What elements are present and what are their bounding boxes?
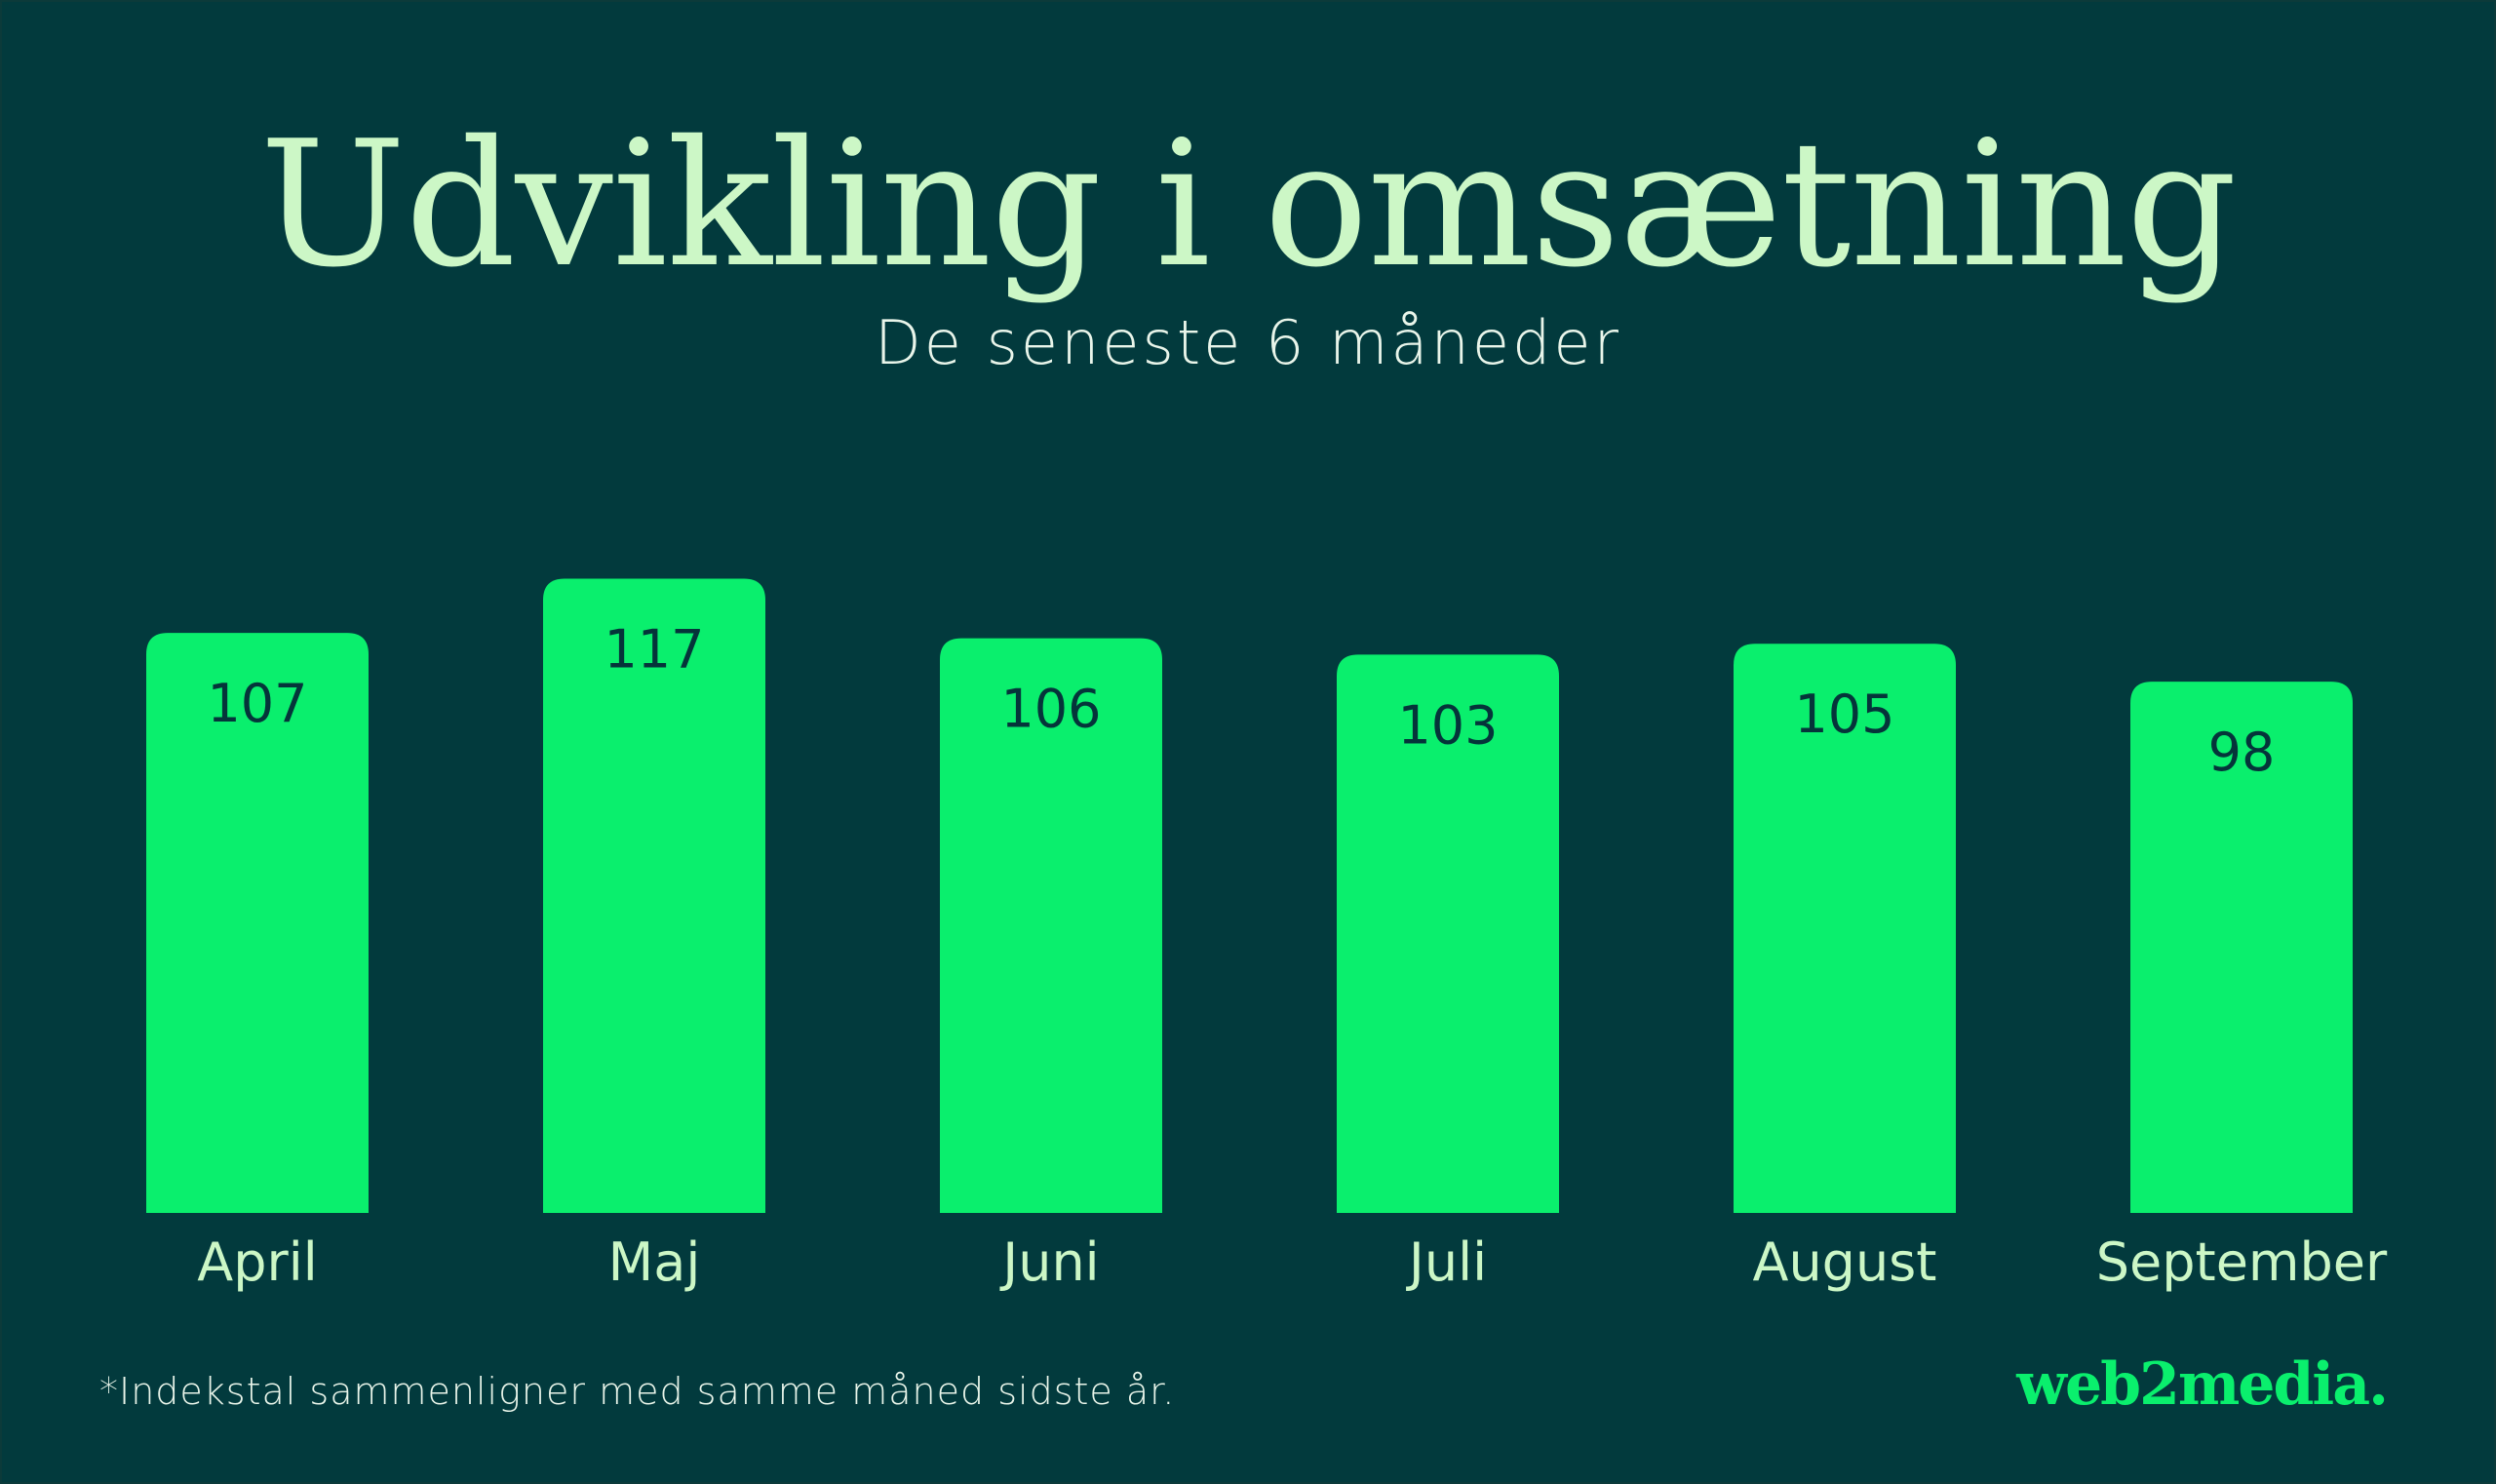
category-label-maj: Maj [608,1231,701,1293]
value-label-maj: 117 [604,618,704,680]
value-label-april: 107 [207,673,307,734]
value-label-juni: 106 [1000,679,1101,740]
category-label-juni: Juni [999,1231,1099,1293]
value-label-juli: 103 [1397,694,1498,756]
bar-maj [543,578,765,1213]
category-label-august: August [1753,1231,1937,1293]
bar-juli [1337,654,1559,1213]
value-label-september: 98 [2208,722,2276,783]
web2media-logo: web2media. [2016,1350,2389,1419]
chart-subtitle: De seneste 6 måneder [875,307,1621,378]
category-label-september: September [2096,1231,2388,1293]
bar-april [146,633,369,1213]
bar-august [1734,644,1956,1213]
bar-september [2130,682,2353,1213]
category-label-juli: Juli [1406,1231,1487,1293]
value-label-august: 105 [1794,683,1894,745]
category-label-april: April [197,1231,317,1293]
footnote: *Indekstal sammenligner med samme måned … [99,1370,1176,1413]
chart-title: Udvikling i omsætning [259,103,2237,305]
bar-juni [940,638,1162,1213]
